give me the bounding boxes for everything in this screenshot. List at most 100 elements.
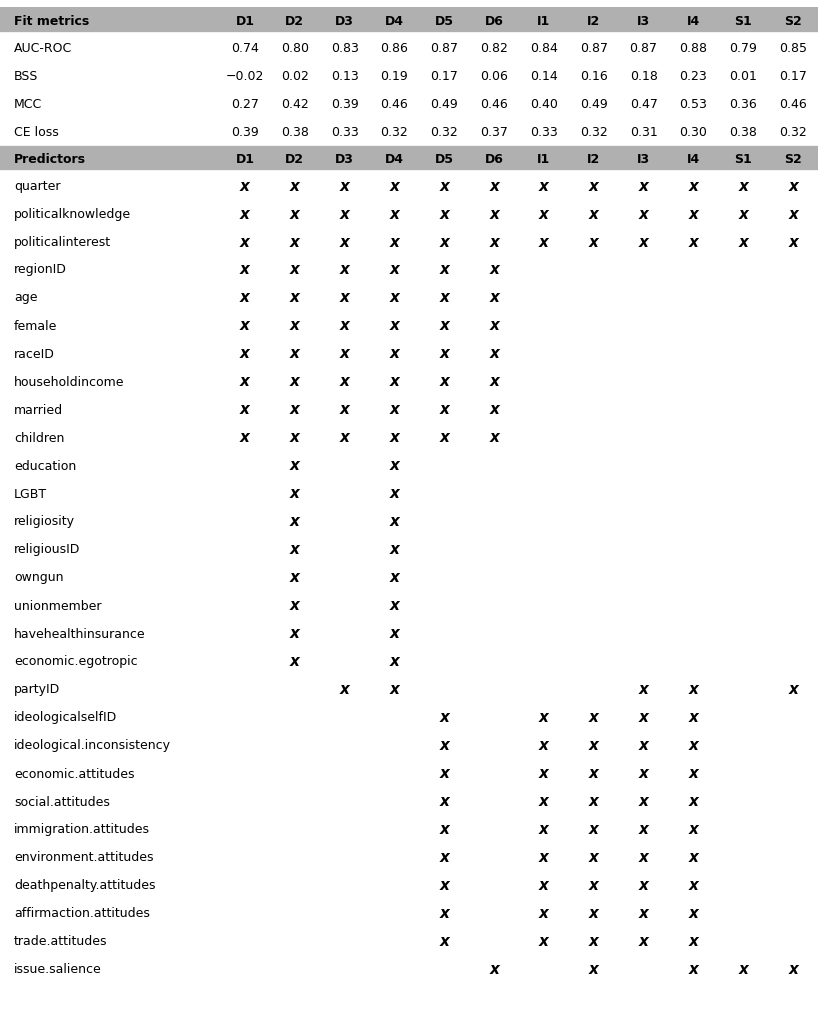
- Bar: [0, 675, 818, 704]
- Bar: [0, 591, 818, 620]
- Text: 0.46: 0.46: [480, 97, 508, 110]
- Text: x: x: [539, 906, 549, 921]
- Text: 0.49: 0.49: [580, 97, 608, 110]
- Text: D5: D5: [434, 14, 454, 27]
- Text: x: x: [689, 235, 699, 250]
- Text: I1: I1: [537, 14, 551, 27]
- Bar: [0, 704, 818, 731]
- Text: 0.74: 0.74: [231, 41, 258, 55]
- Bar: [0, 955, 818, 983]
- Text: 0.14: 0.14: [530, 70, 558, 83]
- Text: x: x: [389, 542, 399, 557]
- Text: x: x: [639, 933, 649, 948]
- Text: x: x: [689, 794, 699, 809]
- Text: x: x: [539, 878, 549, 893]
- Text: education: education: [14, 459, 76, 472]
- Text: x: x: [389, 654, 399, 669]
- Text: x: x: [389, 681, 399, 697]
- Text: I3: I3: [637, 153, 650, 166]
- Text: AUC-ROC: AUC-ROC: [14, 41, 72, 55]
- Text: x: x: [290, 262, 299, 277]
- Text: 0.79: 0.79: [730, 41, 757, 55]
- Text: I2: I2: [587, 14, 600, 27]
- Text: economic.egotropic: economic.egotropic: [14, 655, 137, 668]
- Text: x: x: [539, 933, 549, 948]
- Text: 0.40: 0.40: [530, 97, 558, 110]
- Text: x: x: [290, 290, 299, 305]
- Text: 0.49: 0.49: [430, 97, 458, 110]
- Text: x: x: [339, 178, 349, 193]
- Bar: [0, 452, 818, 479]
- Text: 0.23: 0.23: [680, 70, 708, 83]
- Text: x: x: [439, 906, 449, 921]
- Text: x: x: [439, 878, 449, 893]
- Text: x: x: [240, 374, 249, 389]
- Text: x: x: [689, 738, 699, 753]
- Text: issue.salience: issue.salience: [14, 962, 101, 976]
- Text: x: x: [389, 458, 399, 473]
- Bar: [0, 563, 818, 591]
- Text: 0.32: 0.32: [430, 125, 458, 139]
- Text: 0.38: 0.38: [281, 125, 308, 139]
- Bar: [0, 311, 818, 340]
- Bar: [0, 788, 818, 815]
- Text: x: x: [339, 290, 349, 305]
- Text: 0.39: 0.39: [330, 97, 358, 110]
- Text: x: x: [290, 430, 299, 445]
- Text: I4: I4: [687, 14, 700, 27]
- Text: I2: I2: [587, 153, 600, 166]
- Text: I4: I4: [687, 153, 700, 166]
- Text: x: x: [789, 206, 798, 221]
- Text: x: x: [389, 402, 399, 418]
- Text: 0.18: 0.18: [630, 70, 658, 83]
- Text: −0.02: −0.02: [226, 70, 264, 83]
- Text: x: x: [290, 206, 299, 221]
- Text: owngun: owngun: [14, 571, 64, 584]
- Bar: [0, 368, 818, 395]
- Text: x: x: [339, 430, 349, 445]
- Text: x: x: [639, 849, 649, 864]
- Text: x: x: [639, 794, 649, 809]
- Text: married: married: [14, 403, 63, 417]
- Text: x: x: [589, 933, 599, 948]
- Text: x: x: [389, 235, 399, 250]
- Text: 0.06: 0.06: [480, 70, 508, 83]
- Text: I1: I1: [537, 153, 551, 166]
- Text: 0.19: 0.19: [380, 70, 408, 83]
- Text: x: x: [589, 878, 599, 893]
- Text: x: x: [489, 430, 499, 445]
- Text: x: x: [489, 318, 499, 334]
- Text: x: x: [589, 710, 599, 725]
- Text: 0.86: 0.86: [380, 41, 408, 55]
- Text: age: age: [14, 291, 38, 304]
- Text: x: x: [389, 514, 399, 529]
- Text: 0.47: 0.47: [630, 97, 658, 110]
- Text: x: x: [639, 710, 649, 725]
- Text: x: x: [589, 822, 599, 837]
- Text: immigration.attitudes: immigration.attitudes: [14, 823, 150, 836]
- Text: x: x: [489, 262, 499, 277]
- Text: x: x: [489, 346, 499, 361]
- Text: x: x: [539, 235, 549, 250]
- Text: x: x: [389, 598, 399, 613]
- Bar: [0, 340, 818, 368]
- Text: x: x: [539, 738, 549, 753]
- Text: Predictors: Predictors: [14, 153, 86, 166]
- Text: MCC: MCC: [14, 97, 43, 110]
- Text: 0.16: 0.16: [580, 70, 608, 83]
- Text: x: x: [639, 178, 649, 193]
- Text: x: x: [489, 206, 499, 221]
- Text: 0.82: 0.82: [480, 41, 508, 55]
- Text: 0.38: 0.38: [730, 125, 757, 139]
- Text: affirmaction.attitudes: affirmaction.attitudes: [14, 907, 150, 920]
- Text: D4: D4: [385, 153, 404, 166]
- Text: x: x: [689, 933, 699, 948]
- Text: x: x: [739, 961, 748, 977]
- Bar: [0, 424, 818, 452]
- Text: x: x: [739, 206, 748, 221]
- Text: x: x: [240, 402, 249, 418]
- Text: x: x: [689, 710, 699, 725]
- Text: x: x: [439, 849, 449, 864]
- Text: x: x: [539, 794, 549, 809]
- Text: x: x: [589, 206, 599, 221]
